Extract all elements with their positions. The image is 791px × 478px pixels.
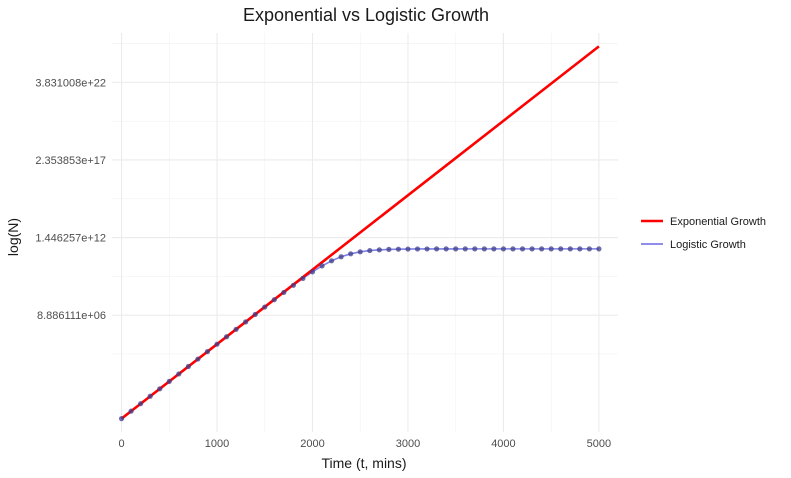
x-tick-label: 4000 bbox=[491, 438, 515, 450]
logistic-point bbox=[529, 246, 535, 252]
logistic-point bbox=[424, 246, 430, 252]
x-tick-labels: 0 1000 2000 3000 4000 5000 bbox=[118, 438, 611, 450]
logistic-point bbox=[414, 246, 421, 252]
logistic-point bbox=[376, 247, 382, 253]
logistic-point bbox=[434, 246, 440, 252]
logistic-point bbox=[252, 311, 258, 318]
logistic-point bbox=[558, 246, 564, 252]
logistic-point bbox=[443, 246, 449, 252]
x-tick-label: 5000 bbox=[587, 438, 611, 450]
logistic-point bbox=[567, 246, 573, 252]
series-exponential-line bbox=[120, 45, 600, 420]
logistic-point bbox=[195, 356, 201, 362]
y-tick-label: 8.886111e+06 bbox=[37, 310, 106, 322]
logistic-point bbox=[386, 246, 392, 253]
legend-label: Logistic Growth bbox=[670, 239, 746, 251]
logistic-point bbox=[128, 408, 134, 414]
x-tick-label: 0 bbox=[118, 438, 124, 450]
legend-label: Exponential Growth bbox=[670, 216, 766, 228]
y-tick-label: 3.831008e+22 bbox=[35, 77, 106, 89]
x-axis-title: Time (t, mins) bbox=[321, 455, 406, 471]
x-tick-label: 1000 bbox=[205, 438, 229, 450]
chart-title: Exponential vs Logistic Growth bbox=[243, 5, 489, 25]
x-tick-label: 2000 bbox=[300, 438, 324, 450]
logistic-point bbox=[290, 282, 296, 288]
logistic-point bbox=[462, 246, 468, 252]
logistic-point bbox=[328, 258, 335, 264]
logistic-point bbox=[147, 393, 153, 399]
logistic-point bbox=[233, 326, 239, 332]
logistic-point bbox=[357, 249, 363, 255]
logistic-point bbox=[481, 246, 487, 252]
y-tick-label: 2.353853e+17 bbox=[35, 155, 106, 167]
logistic-point bbox=[214, 341, 220, 347]
x-tick-label: 3000 bbox=[396, 438, 420, 450]
logistic-point bbox=[348, 251, 354, 257]
logistic-point bbox=[472, 246, 478, 252]
y-tick-labels: 8.886111e+06 1.446257e+12 2.353853e+17 3.83… bbox=[35, 77, 106, 322]
series-layer bbox=[118, 45, 602, 422]
grid bbox=[112, 33, 618, 432]
logistic-point bbox=[300, 275, 306, 281]
logistic-point bbox=[586, 246, 592, 252]
logistic-point bbox=[157, 386, 163, 392]
logistic-point bbox=[243, 319, 249, 325]
logistic-point bbox=[309, 269, 316, 275]
y-tick-label: 1.446257e+12 bbox=[35, 233, 106, 245]
logistic-point bbox=[176, 371, 182, 377]
logistic-point bbox=[204, 349, 211, 355]
logistic-point bbox=[539, 246, 545, 252]
logistic-point bbox=[166, 378, 172, 384]
logistic-point bbox=[185, 363, 191, 370]
logistic-point bbox=[138, 401, 144, 407]
legend: Exponential Growth Logistic Growth bbox=[641, 216, 766, 251]
logistic-point bbox=[510, 246, 516, 252]
logistic-point bbox=[118, 416, 125, 422]
logistic-point bbox=[338, 254, 344, 260]
logistic-point bbox=[223, 334, 230, 340]
logistic-point bbox=[367, 247, 373, 254]
logistic-point bbox=[491, 246, 497, 252]
logistic-point bbox=[405, 246, 411, 252]
logistic-point bbox=[271, 297, 277, 303]
y-axis-title: log(N) bbox=[5, 218, 21, 256]
logistic-point bbox=[519, 246, 526, 252]
logistic-point bbox=[577, 246, 583, 252]
logistic-point bbox=[453, 246, 459, 252]
logistic-point bbox=[319, 263, 325, 269]
logistic-point bbox=[500, 246, 507, 252]
logistic-point bbox=[262, 304, 268, 310]
logistic-point bbox=[281, 289, 287, 296]
logistic-point bbox=[395, 246, 402, 252]
logistic-point bbox=[596, 246, 602, 252]
logistic-point bbox=[548, 246, 554, 252]
